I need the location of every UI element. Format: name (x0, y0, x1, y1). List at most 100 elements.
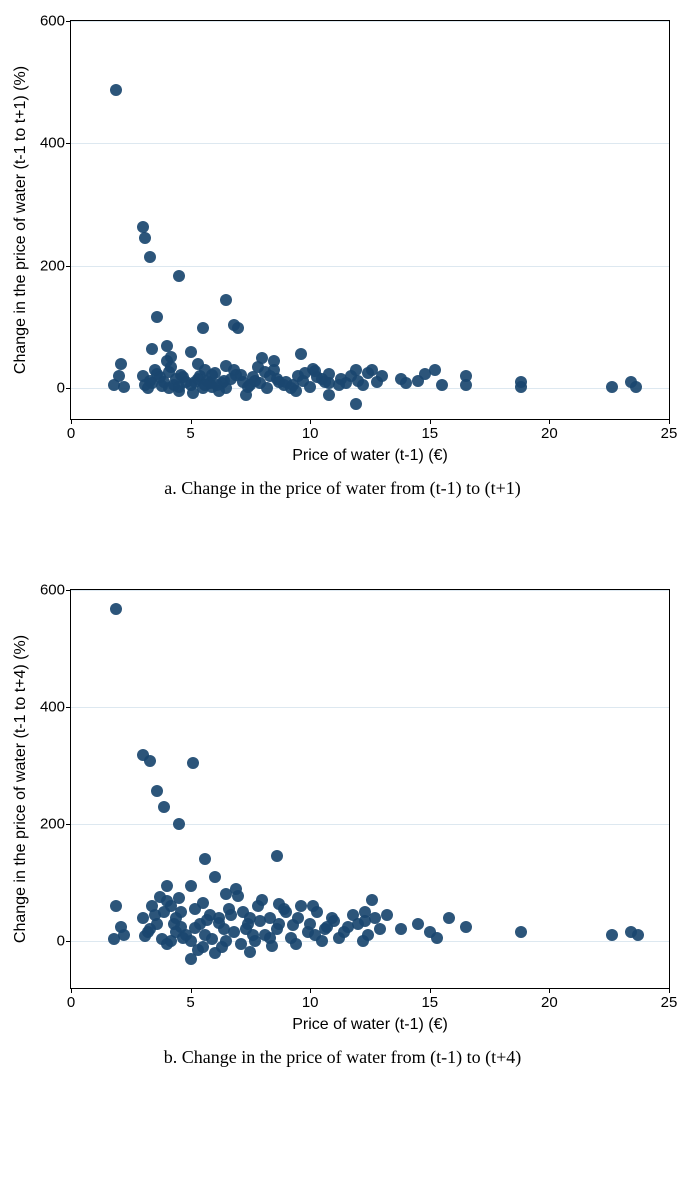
scatter-point (151, 785, 163, 797)
scatter-point (328, 915, 340, 927)
scatter-point (144, 755, 156, 767)
scatter-point (412, 918, 424, 930)
scatter-point (436, 379, 448, 391)
scatter-point (323, 389, 335, 401)
scatter-point (213, 385, 225, 397)
scatter-point (173, 381, 185, 393)
scatter-point (271, 850, 283, 862)
scatter-point (197, 897, 209, 909)
scatter-point (118, 381, 130, 393)
scatter-point (225, 909, 237, 921)
scatter-point (273, 918, 285, 930)
scatter-point (220, 294, 232, 306)
scatter-point (187, 387, 199, 399)
scatter-point (185, 953, 197, 965)
scatter-point (146, 343, 158, 355)
scatter-point (307, 363, 319, 375)
panel-a-xlabel: Price of water (t-1) (€) (292, 447, 448, 465)
scatter-point (359, 915, 371, 927)
scatter-point (139, 232, 151, 244)
xtick-label: 10 (302, 988, 319, 1011)
scatter-point (192, 358, 204, 370)
scatter-point (163, 366, 175, 378)
scatter-point (366, 894, 378, 906)
xtick-label: 25 (661, 419, 678, 442)
xtick-label: 10 (302, 419, 319, 442)
scatter-point (376, 370, 388, 382)
scatter-point (515, 381, 527, 393)
gridline (71, 707, 669, 708)
scatter-point (515, 926, 527, 938)
scatter-point (268, 355, 280, 367)
scatter-point (295, 348, 307, 360)
scatter-point (173, 270, 185, 282)
scatter-point (108, 933, 120, 945)
xtick-label: 15 (421, 419, 438, 442)
scatter-point (185, 880, 197, 892)
scatter-point (161, 895, 173, 907)
scatter-point (630, 381, 642, 393)
xtick-label: 20 (541, 988, 558, 1011)
scatter-point (460, 379, 472, 391)
panel-b-xlabel: Price of water (t-1) (€) (292, 1016, 448, 1034)
ytick-label: 600 (40, 13, 71, 30)
scatter-point (460, 921, 472, 933)
xtick-label: 15 (421, 988, 438, 1011)
scatter-point (292, 912, 304, 924)
scatter-point (443, 912, 455, 924)
gridline (71, 21, 669, 22)
xtick-label: 25 (661, 988, 678, 1011)
scatter-point (304, 918, 316, 930)
scatter-point (220, 935, 232, 947)
gridline (71, 143, 669, 144)
xtick-label: 20 (541, 419, 558, 442)
scatter-point (110, 900, 122, 912)
scatter-point (357, 379, 369, 391)
scatter-point (115, 358, 127, 370)
scatter-point (395, 923, 407, 935)
scatter-point (187, 757, 199, 769)
scatter-point (199, 853, 211, 865)
scatter-point (606, 929, 618, 941)
scatter-point (350, 398, 362, 410)
scatter-point (295, 900, 307, 912)
scatter-point (259, 366, 271, 378)
ytick-label: 400 (40, 135, 71, 152)
panel-b-plot: Change in the price of water (t-1 to t+4… (70, 589, 670, 989)
ytick-label: 200 (40, 257, 71, 274)
scatter-point (632, 929, 644, 941)
scatter-point (256, 352, 268, 364)
scatter-point (240, 923, 252, 935)
scatter-point (333, 932, 345, 944)
figure: Change in the price of water (t-1 to t+1… (10, 20, 675, 1068)
ytick-label: 0 (57, 380, 71, 397)
scatter-point (381, 909, 393, 921)
panel-b: Change in the price of water (t-1 to t+4… (10, 589, 675, 1068)
xtick-label: 5 (186, 419, 194, 442)
scatter-point (175, 906, 187, 918)
scatter-point (429, 364, 441, 376)
panel-a-caption: a. Change in the price of water from (t-… (10, 478, 675, 499)
panel-a-ylabel: Change in the price of water (t-1 to t+1… (12, 66, 30, 374)
gridline (71, 590, 669, 591)
scatter-point (185, 346, 197, 358)
scatter-point (173, 892, 185, 904)
scatter-point (256, 894, 268, 906)
scatter-point (323, 368, 335, 380)
scatter-point (151, 311, 163, 323)
scatter-point (189, 922, 201, 934)
scatter-point (290, 938, 302, 950)
panel-a: Change in the price of water (t-1 to t+1… (10, 20, 675, 499)
scatter-point (232, 890, 244, 902)
ytick-label: 0 (57, 933, 71, 950)
scatter-point (158, 801, 170, 813)
xtick-label: 5 (186, 988, 194, 1011)
scatter-point (161, 880, 173, 892)
scatter-point (244, 946, 256, 958)
scatter-point (400, 377, 412, 389)
ytick-label: 600 (40, 582, 71, 599)
scatter-point (220, 360, 232, 372)
scatter-point (173, 818, 185, 830)
scatter-point (201, 914, 213, 926)
scatter-point (232, 322, 244, 334)
